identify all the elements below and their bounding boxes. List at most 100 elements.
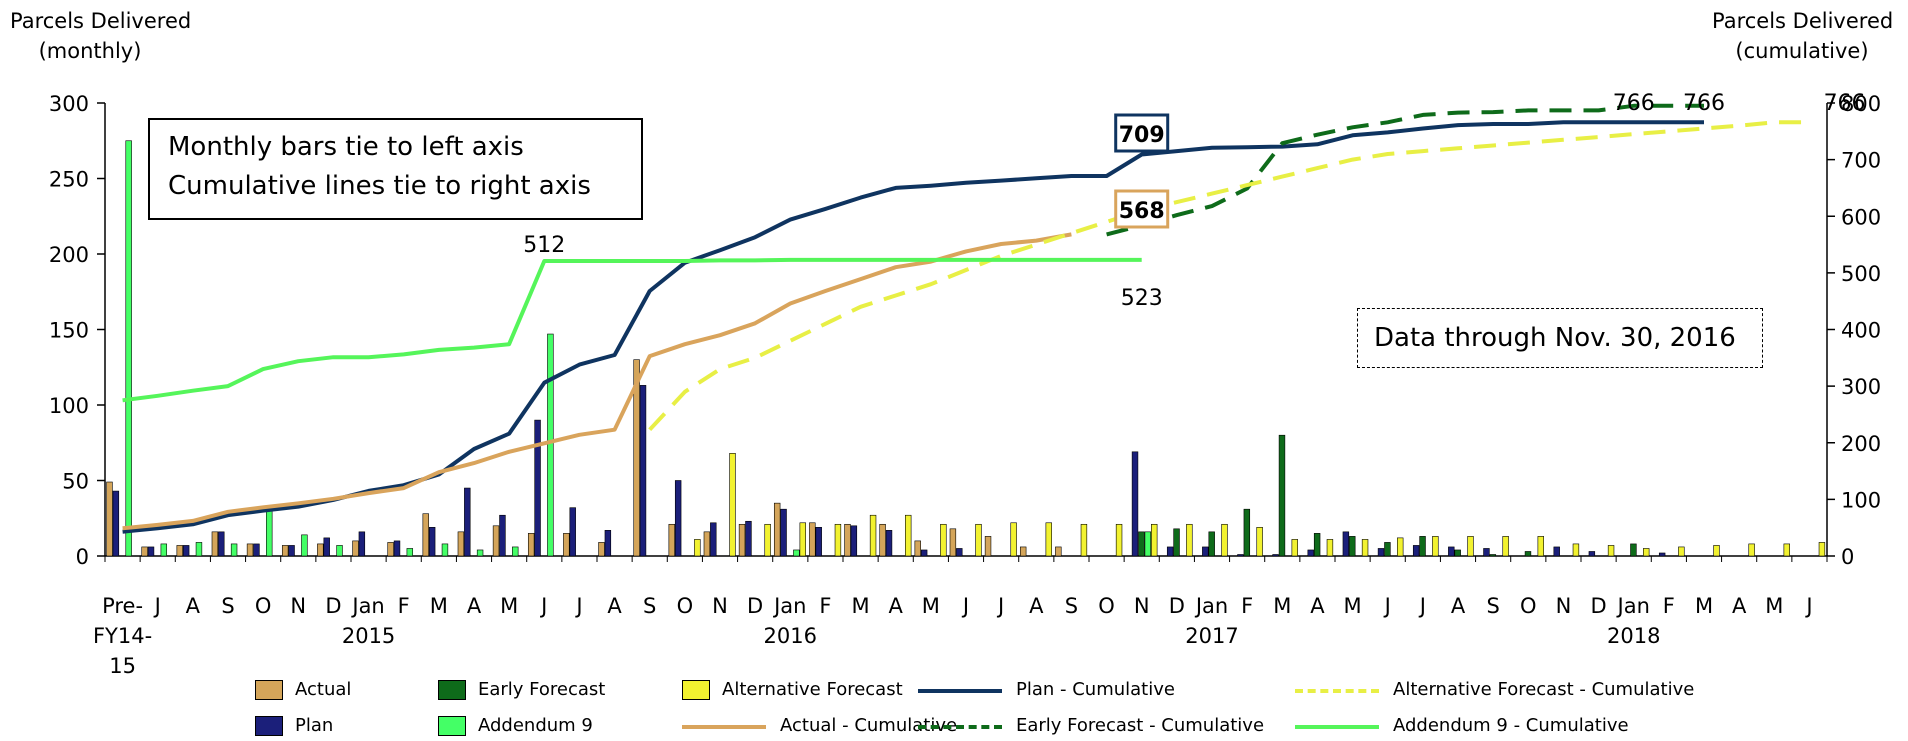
bar-plan [850,525,858,557]
bar-plan [1448,546,1455,557]
x-tick-label: Pre- [102,594,143,618]
bar-alternative-forecast [940,523,947,557]
bar-actual [422,513,429,557]
x-tick-label: D [325,594,341,618]
legend-label: Alternative Forecast [722,679,903,700]
right-tick-label: 500 [1841,262,1881,286]
legend-label: Alternative Forecast - Cumulative [1393,679,1695,700]
right-tick-label: 300 [1841,375,1881,399]
right-tick-label: 600 [1841,205,1881,229]
x-tick-label: M [500,594,518,618]
bar-alternative-forecast [905,514,912,557]
bar-addendum-9 [406,548,414,557]
bar-plan [253,543,260,557]
bar-plan [358,531,366,557]
bar-plan [1588,551,1596,557]
bar-plan [323,537,330,557]
legend-swatch [438,680,466,700]
bar-alternative-forecast [1643,548,1650,557]
x-tick-label: N [1556,594,1572,618]
bar-plan [710,522,717,557]
bar-plan [1131,451,1139,557]
bar-addendum-9 [793,549,800,557]
bar-actual [1055,546,1062,557]
x-tick-label: 15 [109,654,136,678]
bar-alternative-forecast [1221,523,1228,557]
bar-actual [598,542,605,557]
right-axis-title-line2: (cumulative) [1735,39,1869,63]
x-tick-label: Jan [1194,594,1228,618]
bar-addendum-9 [1144,531,1152,557]
x-year-label: 2016 [764,624,817,648]
bar-alternative-forecast [1080,523,1088,557]
x-year-label: 2018 [1607,624,1660,648]
bar-early-forecast [1454,549,1461,557]
bar-addendum-9 [301,534,308,557]
bar-alternative-forecast [1151,523,1158,557]
bar-alternative-forecast [1607,545,1615,557]
x-tick-label: M [430,594,448,618]
left-tick-label: 150 [49,319,89,343]
x-tick-label: A [467,594,482,618]
x-tick-label: F [1241,594,1253,618]
bar-plan [674,480,682,557]
bar-plan [815,527,822,557]
x-tick-label: J [574,594,582,618]
bar-actual [809,522,816,557]
data-label: 512 [523,233,565,258]
bar-early-forecast [1419,536,1426,557]
x-tick-label: A [186,594,201,618]
bar-plan [1202,546,1209,557]
legend-label: Plan - Cumulative [1016,679,1175,700]
bar-alternative-forecast [729,453,736,557]
line-early-forecast-cumulative [1106,103,1704,237]
bar-addendum-9 [160,543,168,557]
bar-actual [1019,546,1027,557]
bar-alternative-forecast [1432,536,1439,557]
bar-addendum-9 [195,542,203,557]
bar-plan [1412,545,1420,557]
x-tick-label: A [1732,594,1747,618]
line-addendum-9-cumulative [122,257,1142,403]
axis-note-line2: Cumulative lines tie to right axis [168,171,591,201]
axis-note-box: Monthly bars tie to left axis Cumulative… [148,118,643,220]
bar-alternative-forecast [1186,523,1193,557]
left-axis-title-line2: (monthly) [38,39,142,63]
bar-alternative-forecast [1537,536,1544,557]
bar-early-forecast [1349,536,1356,557]
data-label: 568 [1119,199,1165,224]
right-tick-label: 0 [1841,545,1854,569]
bar-addendum-9 [336,545,343,557]
bar-actual [106,481,113,557]
right-tick-label: 800 [1841,92,1881,116]
x-tick-label: D [1590,594,1606,618]
x-tick-label: FY14- [93,624,152,648]
bar-alternative-forecast [764,523,771,557]
bar-plan [569,507,576,557]
data-label-box [1114,189,1170,229]
legend-line [918,725,1002,729]
x-tick-label: O [677,594,694,618]
legend-swatch [255,680,283,700]
legend-label: Actual [295,679,352,700]
bar-early-forecast [1630,543,1637,557]
data-through-note: Data through Nov. 30, 2016 [1357,308,1763,368]
x-tick-label: A [889,594,904,618]
bar-alternative-forecast [1326,539,1334,557]
line-alternative-forecast-cumulative [648,120,1810,432]
bar-actual [738,523,746,557]
left-tick-label: 250 [49,168,89,192]
bar-actual [457,531,465,557]
x-tick-label: D [747,594,763,618]
left-tick-label: 100 [49,394,89,418]
bar-plan [745,520,752,557]
bar-plan [147,546,155,557]
right-axis-title-line1: Parcels Delivered [1712,9,1894,33]
bar-early-forecast [1313,533,1321,557]
legend-label: Actual - Cumulative [780,715,958,736]
bar-addendum-9 [547,333,554,557]
bar-plan [1166,546,1174,557]
bar-early-forecast [1243,508,1251,557]
bar-actual [563,533,570,557]
